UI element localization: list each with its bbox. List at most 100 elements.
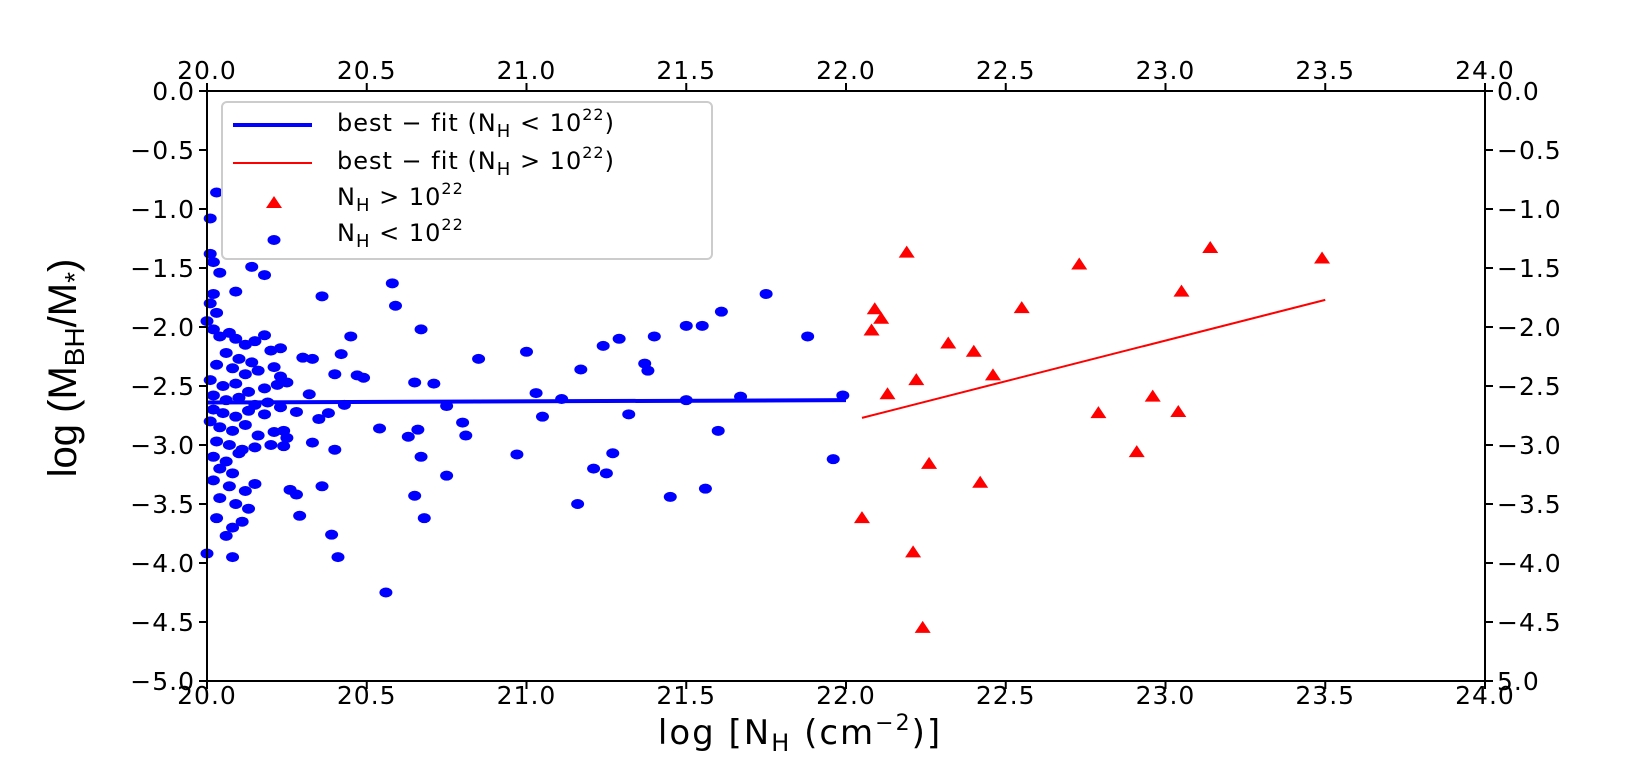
data-point-circle (401, 431, 415, 442)
data-point-circle (219, 347, 233, 358)
data-point-circle (571, 499, 585, 509)
legend-circle-icon (267, 235, 281, 245)
x-tick-label-bottom: 23.0 (1136, 681, 1196, 710)
data-point-circle (232, 353, 246, 364)
data-point-circle (325, 529, 339, 540)
x-tick-label-top: 23.5 (1295, 56, 1355, 85)
data-point-triangle (1071, 257, 1088, 270)
data-point-circle (711, 425, 725, 436)
data-point-circle (273, 402, 287, 413)
data-point-circle (238, 369, 252, 380)
x-tick-label-bottom: 24.0 (1455, 681, 1515, 710)
data-point-circle (210, 436, 224, 447)
data-point-circle (203, 298, 217, 309)
data-point-circle (587, 463, 601, 474)
y-tick-label-left: −1.0 (130, 195, 195, 224)
data-point-circle (210, 307, 224, 318)
data-point-circle (520, 346, 533, 357)
data-point-circle (258, 383, 272, 394)
data-point-circle (414, 451, 428, 462)
data-point-circle (273, 343, 287, 354)
y-tick-label-right: 5.0 (1497, 667, 1540, 696)
y-tick-label-right: 0.0 (1497, 77, 1540, 106)
data-point-circle (213, 267, 227, 278)
data-point-triangle (914, 620, 931, 633)
data-point-triangle (905, 545, 922, 558)
data-point-circle (759, 288, 773, 299)
data-point-triangle (863, 323, 880, 336)
data-point-circle (213, 422, 227, 433)
data-point-circle (229, 286, 243, 297)
legend: best − fit (NH < 1022) best − fit (NH > … (221, 101, 713, 260)
data-point-circle (334, 349, 348, 360)
x-axis-title: log [NH (cm−2)] (658, 711, 942, 757)
data-point-triangle (1314, 251, 1331, 264)
data-point-circle (245, 261, 259, 272)
x-tick-label-bottom: 21.5 (656, 681, 716, 710)
data-point-circle (229, 378, 243, 389)
data-point-circle (203, 213, 217, 224)
data-point-circle (734, 391, 748, 402)
data-point-circle (229, 411, 243, 422)
data-point-circle (258, 270, 272, 281)
legend-triangle-icon (266, 196, 282, 208)
data-point-circle (210, 359, 224, 370)
data-point-circle (270, 379, 284, 390)
data-point-circle (599, 468, 613, 479)
data-point-circle (226, 468, 240, 479)
data-point-circle (385, 278, 399, 289)
y-tick-label-right: −2.5 (1497, 372, 1562, 401)
data-point-circle (264, 440, 278, 450)
data-point-circle (612, 333, 626, 344)
fit-line-red (861, 298, 1326, 419)
data-point-circle (238, 419, 252, 430)
data-point-circle (606, 448, 620, 459)
data-point-circle (321, 408, 335, 419)
data-point-circle (206, 451, 220, 462)
data-point-circle (229, 333, 243, 344)
data-point-triangle (1202, 240, 1219, 253)
data-point-circle (826, 454, 840, 465)
data-point-circle (695, 320, 709, 331)
data-point-circle (663, 491, 677, 502)
data-point-circle (535, 411, 549, 422)
y-tick-label-right: −3.5 (1497, 490, 1562, 519)
data-point-circle (836, 390, 850, 401)
data-point-triangle (921, 456, 938, 469)
data-point-circle (427, 378, 441, 389)
data-point-circle (219, 530, 233, 541)
data-point-circle (440, 401, 454, 412)
y-tick-label-right: −1.5 (1497, 254, 1562, 283)
y-tick-label-left: −2.5 (130, 372, 195, 401)
data-point-circle (222, 481, 236, 492)
data-point-circle (261, 397, 275, 408)
y-tick-label-right: −1.0 (1497, 195, 1562, 224)
data-point-circle (312, 414, 326, 425)
data-point-circle (216, 408, 230, 419)
data-point-circle (248, 478, 262, 489)
data-point-circle (389, 300, 403, 311)
x-tick-label-top: 24.0 (1455, 56, 1515, 85)
data-point-circle (296, 352, 310, 363)
data-point-circle (242, 503, 256, 514)
data-point-triangle (866, 302, 883, 315)
data-point-circle (226, 522, 240, 533)
data-point-circle (293, 510, 307, 521)
data-point-circle (226, 363, 240, 374)
data-point-triangle (1090, 406, 1107, 419)
data-point-circle (417, 513, 431, 524)
data-point-circle (210, 187, 224, 198)
data-point-circle (714, 306, 728, 317)
y-tick-label-left: −0.5 (130, 136, 195, 165)
data-point-circle (222, 440, 236, 450)
data-point-circle (219, 395, 233, 406)
data-point-triangle (1144, 389, 1161, 402)
y-tick-label-left: −5.0 (130, 667, 195, 696)
data-point-triangle (965, 344, 982, 357)
data-point-circle (315, 291, 329, 302)
data-point-circle (289, 406, 303, 417)
data-point-circle (258, 409, 272, 420)
x-tick-label-top: 20.0 (177, 56, 237, 85)
x-tick-label-top: 23.0 (1136, 56, 1196, 85)
